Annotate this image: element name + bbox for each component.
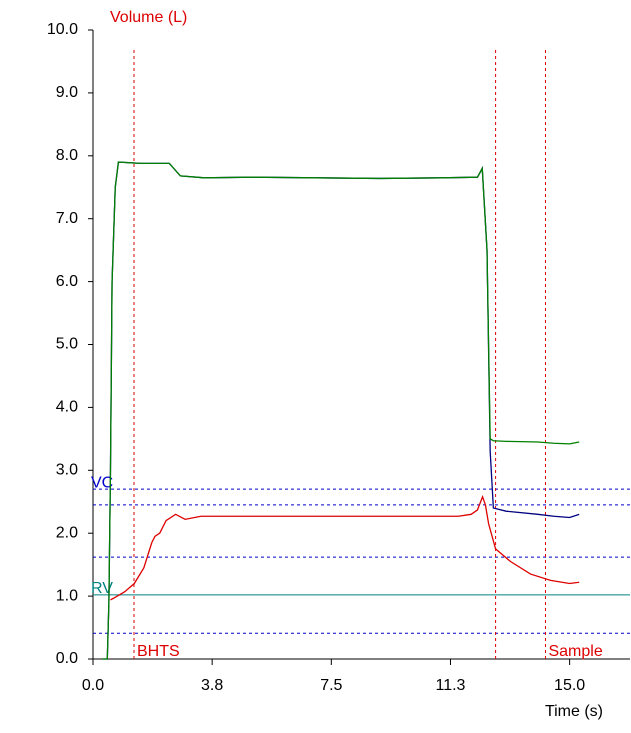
x-axis-label: Time (s)	[545, 703, 603, 720]
y-tick-label: 0.0	[56, 650, 78, 667]
y-tick-label: 9.0	[56, 84, 78, 101]
x-tick-label: 15.0	[554, 677, 585, 694]
chart-title: Volume (L)	[110, 9, 187, 26]
x-tick-label: 7.5	[320, 677, 342, 694]
y-tick-label: 5.0	[56, 336, 78, 353]
series-line	[102, 161, 580, 660]
y-tick-label: 8.0	[56, 147, 78, 164]
y-tick-label: 7.0	[56, 210, 78, 227]
marker-label: BHTS	[137, 643, 180, 660]
y-tick-label: 10.0	[47, 21, 78, 38]
series-line	[102, 161, 580, 660]
series-line	[110, 494, 580, 601]
y-tick-label: 6.0	[56, 273, 78, 290]
y-tick-label: 3.0	[56, 462, 78, 479]
x-tick-label: 0.0	[82, 677, 104, 694]
x-tick-label: 3.8	[201, 677, 223, 694]
reference-label: RV	[91, 580, 113, 597]
y-tick-label: 1.0	[56, 587, 78, 604]
y-tick-label: 2.0	[56, 524, 78, 541]
x-tick-label: 11.3	[435, 677, 465, 694]
marker-label: Sample	[548, 643, 602, 660]
reference-label: VC	[91, 474, 113, 491]
y-tick-label: 4.0	[56, 399, 78, 416]
